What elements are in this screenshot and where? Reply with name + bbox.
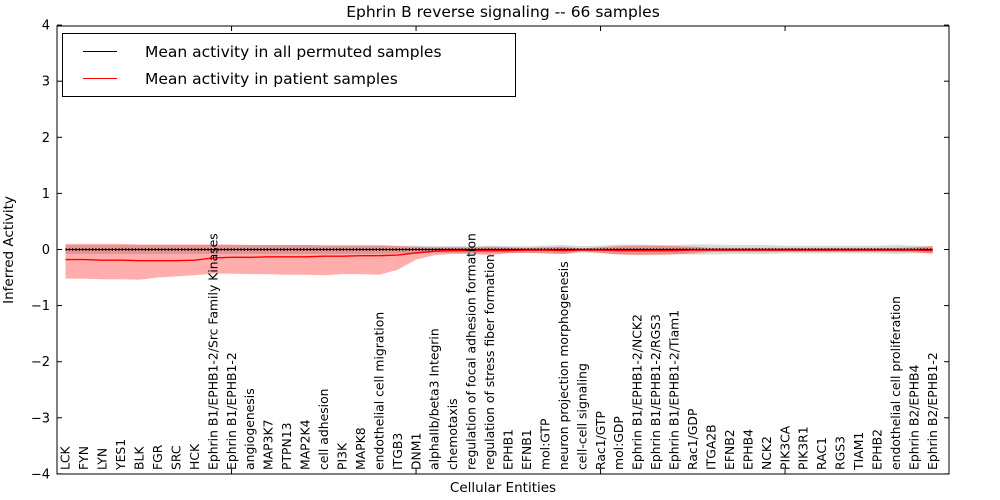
x-tick-label: EFNB1 [519, 429, 534, 470]
y-tick-label: 3 [42, 75, 50, 90]
x-tick-label: chemotaxis [445, 398, 460, 470]
x-tick-label: EPHB1 [501, 429, 516, 470]
x-tick-label: endothelial cell migration [371, 312, 386, 470]
x-tick-label: angiogenesis [242, 388, 257, 470]
x-tick-label: MAP2K4 [298, 419, 313, 470]
chart-title: Ephrin B reverse signaling -- 66 samples [346, 3, 660, 21]
x-tick-label: Rac1/GDP [685, 408, 700, 470]
y-tick-label: −2 [31, 355, 50, 370]
y-tick-label: −3 [31, 411, 50, 426]
legend-label-permuted: Mean activity in all permuted samples [145, 42, 442, 61]
x-tick-label: alphaIIb/beta3 Integrin [427, 328, 442, 470]
x-tick-label: PIK3R1 [796, 426, 811, 470]
x-tick-label: FYN [76, 446, 91, 470]
x-tick-label: EFNB2 [722, 429, 737, 470]
y-tick-label: −1 [31, 299, 50, 314]
x-tick-label: PIK3CA [777, 425, 792, 470]
y-tick-label: 4 [42, 19, 50, 34]
x-tick-label: ITGB3 [390, 433, 405, 470]
x-tick-label: BLK [132, 446, 147, 470]
x-tick-label: mol:GDP [611, 416, 626, 470]
y-tick-label: 2 [42, 131, 50, 146]
x-tick-labels: LCK FYN LYN YES1 BLK FGR SRC HCK Ephrin B1/EPHB1… [58, 233, 940, 471]
x-tick-label: NCK2 [759, 436, 774, 470]
x-tick-label: RAC1 [814, 437, 829, 470]
black-line-sample-icon [83, 51, 117, 52]
legend-item-patient: Mean activity in patient samples [63, 66, 515, 92]
x-tick-label: cell-cell signaling [574, 363, 589, 470]
x-tick-label: ITGA2B [703, 424, 718, 470]
x-tick-label: MAPK8 [353, 427, 368, 470]
y-tick-label: −4 [31, 467, 50, 482]
x-tick-label: TIAM1 [851, 432, 866, 471]
x-tick-label: PTPN13 [279, 422, 294, 470]
patient-band [65, 243, 933, 280]
x-tick-label: FGR [150, 444, 165, 470]
x-tick-label: YES1 [113, 439, 128, 471]
legend-label-patient: Mean activity in patient samples [145, 69, 398, 88]
x-tick-label: mol:GTP [537, 418, 552, 470]
x-tick-label: LYN [95, 448, 110, 470]
x-tick-label: regulation of stress fiber formation [482, 254, 497, 470]
x-tick-label: Ephrin B1/EPHB1-2/Src Family Kinases [205, 233, 220, 470]
x-tick-label: Ephrin B2/EPHB4 [906, 364, 921, 470]
x-tick-label: MAP3K7 [261, 419, 276, 470]
x-tick-label: neuron projection morphogenesis [556, 261, 571, 470]
x-tick-label: RGS3 [833, 436, 848, 470]
legend: Mean activity in all permuted samples Me… [62, 33, 516, 97]
x-tick-label: regulation of focal adhesion formation [464, 233, 479, 470]
lines-layer [65, 248, 933, 262]
x-tick-label: Ephrin B2/EPHB1-2 [925, 352, 940, 470]
x-tick-label: Ephrin B1/EPHB1-2/RGS3 [648, 314, 663, 470]
x-tick-label: EPHB4 [740, 429, 755, 470]
x-tick-label: Ephrin B1/EPHB1-2/NCK2 [630, 314, 645, 470]
y-tick-label: 1 [42, 187, 50, 202]
x-tick-label: PI3K [334, 442, 349, 470]
y-tick-labels: 4 3 2 1 0 −1 −2 −3 −4 [31, 19, 50, 483]
x-tick-label: endothelial cell proliferation [888, 296, 903, 470]
patient-mean-line [65, 249, 933, 262]
red-line-sample-icon [83, 78, 117, 79]
x-tick-label: LCK [58, 445, 73, 470]
x-tick-label: Ephrin B1/EPHB1-2 [224, 352, 239, 470]
x-axis-label: Cellular Entities [450, 480, 556, 496]
legend-item-permuted: Mean activity in all permuted samples [63, 39, 515, 65]
x-tick-label: HCK [187, 443, 202, 470]
x-tick-label: Rac1/GTP [593, 410, 608, 470]
y-axis-label: Inferred Activity [1, 196, 17, 304]
x-tick-label: DNM1 [408, 433, 423, 470]
y-tick-label: 0 [42, 243, 50, 258]
x-tick-label: Ephrin B1/EPHB1-2/Tiam1 [667, 310, 682, 470]
ticks-layer [57, 24, 949, 475]
x-tick-label: cell adhesion [316, 388, 331, 470]
x-tick-label: EPHB2 [870, 429, 885, 470]
x-tick-label: SRC [168, 445, 183, 470]
